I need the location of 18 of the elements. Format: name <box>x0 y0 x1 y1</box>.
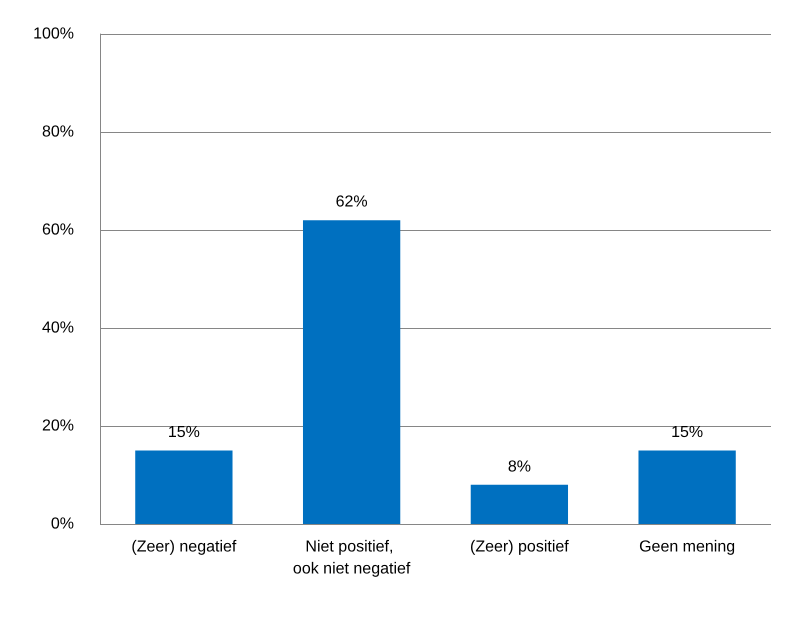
x-tick-label: (Zeer) positief <box>470 538 570 556</box>
y-tick-label: 60% <box>42 222 74 238</box>
y-tick-label: 80% <box>42 124 74 140</box>
y-tick-label: 0% <box>50 516 74 532</box>
y-tick-label: 40% <box>42 320 74 336</box>
x-tick-label: (Zeer) negatief <box>131 538 237 556</box>
y-tick-label: 100% <box>33 26 74 42</box>
y-tick-label: 20% <box>42 418 74 434</box>
data-label: 8% <box>508 458 531 476</box>
bar <box>638 450 736 524</box>
data-label: 62% <box>336 194 368 211</box>
x-tick-label: Geen mening <box>639 538 736 556</box>
data-label: 15% <box>168 424 200 441</box>
x-tick-label: Niet positief, ook niet negatief <box>292 538 411 578</box>
data-label: 15% <box>671 424 704 441</box>
bar <box>135 450 233 524</box>
bar <box>302 220 400 524</box>
bar <box>470 484 568 524</box>
